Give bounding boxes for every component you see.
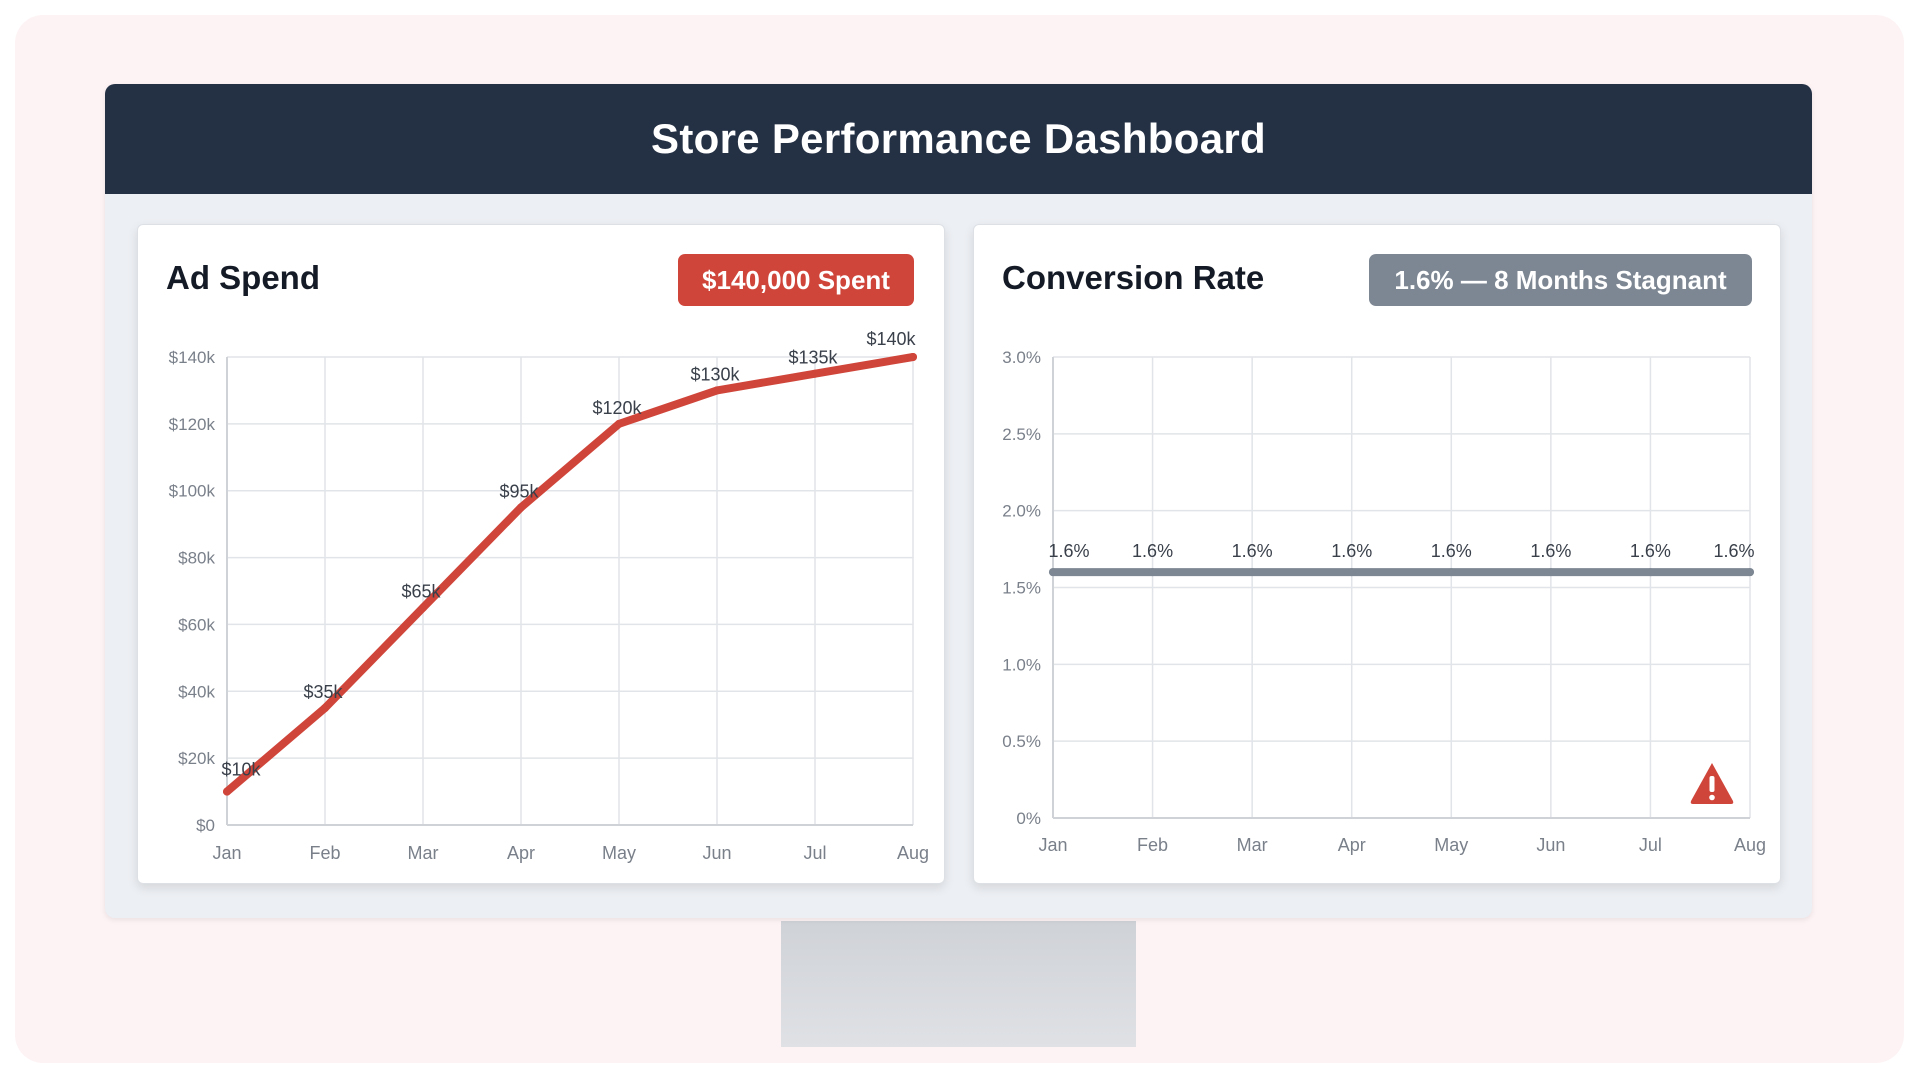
data-point <box>713 386 721 395</box>
x-tick-label: Aug <box>1734 835 1766 855</box>
data-point <box>1447 568 1456 577</box>
x-tick-label: Jan <box>212 843 241 863</box>
page-title: Store Performance Dashboard <box>651 115 1266 162</box>
x-tick-label: May <box>1434 835 1468 855</box>
y-tick-label: 0% <box>1016 809 1041 828</box>
x-tick-label: Mar <box>408 843 439 863</box>
x-tick-label: Jul <box>803 843 826 863</box>
data-label: 1.6% <box>1713 541 1754 561</box>
data-point <box>909 353 917 361</box>
data-point <box>321 704 329 712</box>
x-tick-label: Feb <box>309 843 340 863</box>
x-tick-label: Apr <box>507 843 535 863</box>
data-point <box>1347 568 1356 577</box>
data-label: $140k <box>866 329 916 349</box>
data-label: 1.6% <box>1331 541 1372 561</box>
y-tick-label: $100k <box>169 482 216 501</box>
data-label: 1.6% <box>1530 541 1571 561</box>
data-label: 1.6% <box>1132 541 1173 561</box>
data-label: 1.6% <box>1048 541 1089 561</box>
y-tick-label: 1.0% <box>1002 655 1041 674</box>
ad-spend-badge: $140,000 Spent <box>678 254 914 306</box>
x-tick-label: Aug <box>897 843 929 863</box>
y-tick-label: $40k <box>178 682 215 701</box>
x-tick-label: Jun <box>1536 835 1565 855</box>
y-tick-label: $0 <box>196 816 215 835</box>
y-tick-label: 2.5% <box>1002 425 1041 444</box>
x-tick-label: May <box>602 843 636 863</box>
data-label: $130k <box>690 364 740 384</box>
x-tick-label: Jul <box>1639 835 1662 855</box>
y-tick-label: 2.0% <box>1002 502 1041 521</box>
monitor-screen: Store Performance Dashboard Ad Spend $14… <box>105 84 1812 918</box>
monitor-stand <box>781 921 1136 1047</box>
data-label: $95k <box>499 481 539 501</box>
data-label: $10k <box>221 760 261 780</box>
series-line <box>223 353 917 796</box>
ad-spend-chart: $0 $20k $40k $60k $80k $100k $120k $140k Jan Feb M… <box>169 329 929 863</box>
data-point <box>517 503 525 512</box>
x-tick-label: Mar <box>1237 835 1268 855</box>
data-label: $135k <box>788 348 838 368</box>
y-tick-label: $20k <box>178 749 215 768</box>
data-label: 1.6% <box>1232 541 1273 561</box>
x-tick-label: Jun <box>702 843 731 863</box>
data-point <box>1148 568 1157 577</box>
data-point <box>419 603 427 612</box>
y-tick-label: $140k <box>169 348 216 367</box>
x-tick-label: Feb <box>1137 835 1168 855</box>
y-tick-label: 0.5% <box>1002 732 1041 751</box>
dashboard-header: Store Performance Dashboard <box>105 84 1812 194</box>
data-label: 1.6% <box>1630 541 1671 561</box>
conversion-rate-title: Conversion Rate <box>1002 259 1265 296</box>
data-point <box>811 369 819 378</box>
data-label: $120k <box>592 398 642 418</box>
ad-spend-card: Ad Spend $140,000 Spent $0 $20k $40k $60k $8… <box>137 224 945 884</box>
data-label: 1.6% <box>1431 541 1472 561</box>
y-tick-label: $60k <box>178 615 215 634</box>
y-tick-label: $80k <box>178 549 215 568</box>
data-label: $35k <box>303 682 343 702</box>
data-label: $65k <box>401 582 441 602</box>
data-point <box>615 419 623 428</box>
conversion-rate-card: Conversion Rate 1.6% — 8 Months Stagnant… <box>973 224 1781 884</box>
x-tick-label: Apr <box>1338 835 1366 855</box>
warning-triangle-icon <box>1690 763 1734 804</box>
data-point <box>1248 568 1257 577</box>
conversion-rate-chart: 0% 0.5% 1.0% 1.5% 2.0% 2.5% 3.0% Jan Feb Mar Apr Ma… <box>1002 348 1766 855</box>
data-point <box>1546 568 1555 577</box>
y-tick-label: 1.5% <box>1002 579 1041 598</box>
ad-spend-title: Ad Spend <box>166 259 320 296</box>
y-tick-label: $120k <box>169 415 216 434</box>
data-point <box>223 787 231 796</box>
y-tick-label: 3.0% <box>1002 348 1041 367</box>
data-point <box>1746 568 1754 577</box>
data-point <box>1646 568 1655 577</box>
data-point <box>1049 568 1057 577</box>
x-tick-label: Jan <box>1038 835 1067 855</box>
conversion-badge: 1.6% — 8 Months Stagnant <box>1369 254 1752 306</box>
